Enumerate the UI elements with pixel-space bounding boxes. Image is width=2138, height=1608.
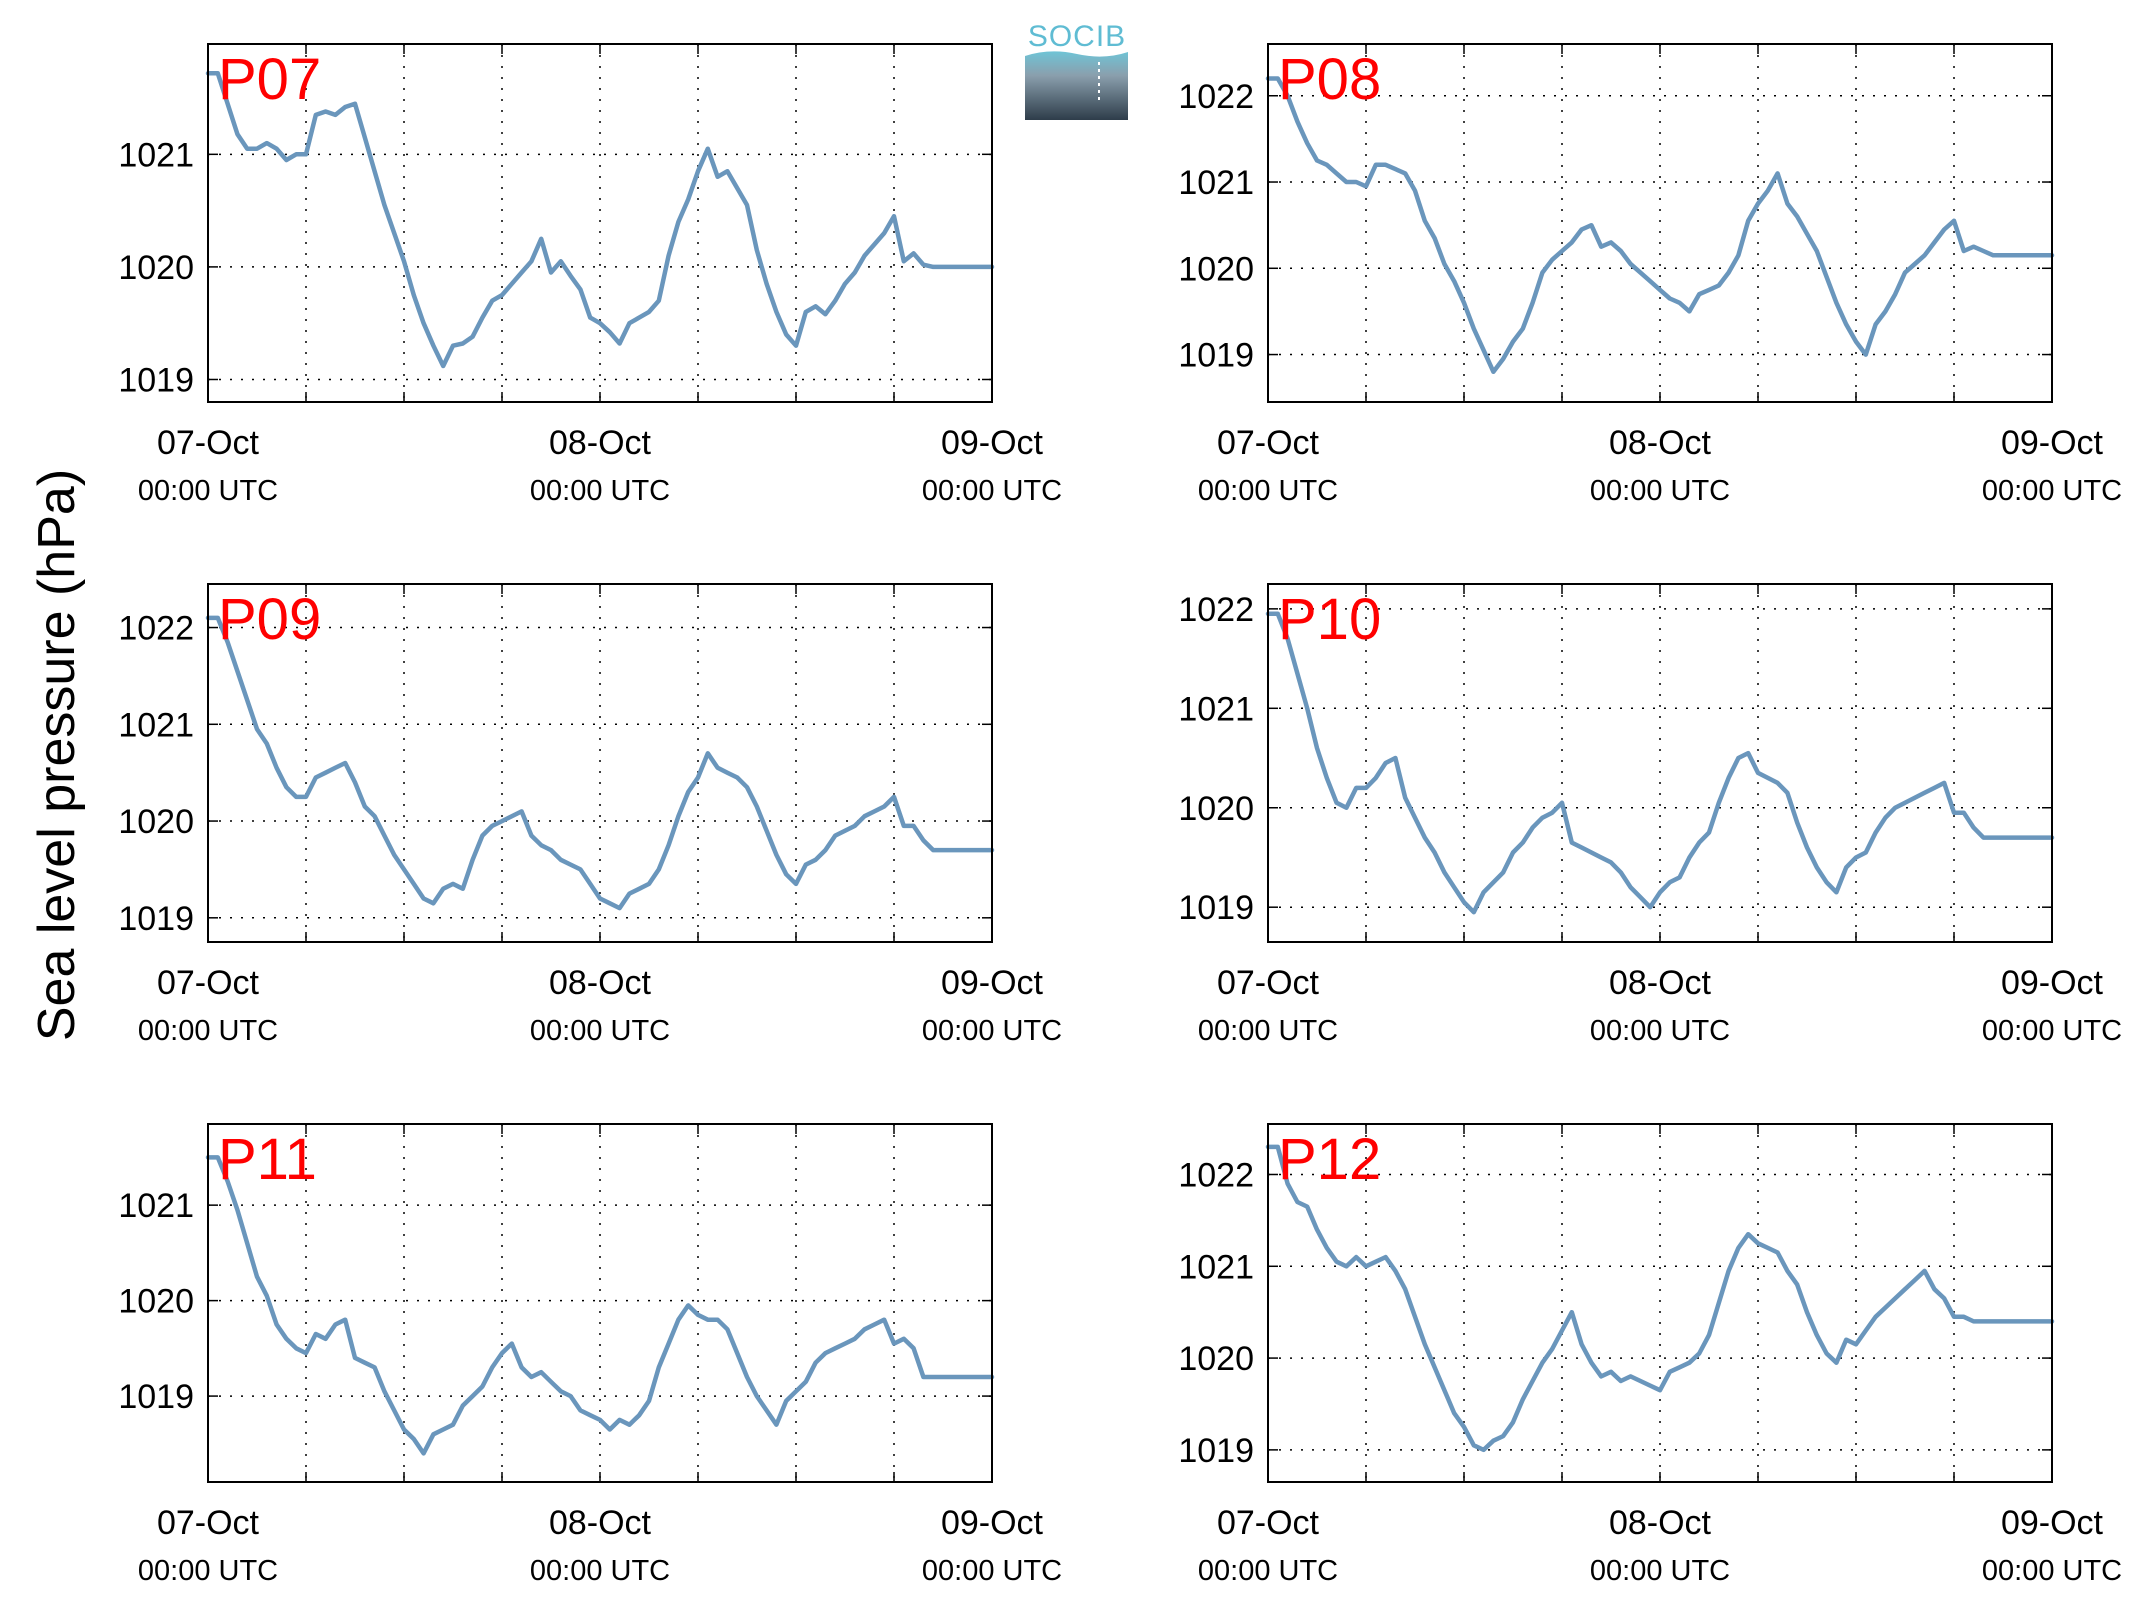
x-tick-label-time: 00:00 UTC <box>1982 475 2122 507</box>
x-tick-label-date: 09-Oct <box>941 424 1044 462</box>
plot-frame <box>207 583 993 943</box>
plot-frame <box>207 43 993 403</box>
y-tick-label: 1021 <box>1178 1248 1254 1286</box>
series-line-P12 <box>1265 1144 2055 1453</box>
y-tick-label: 1019 <box>1178 889 1254 927</box>
panel-label: P07 <box>218 47 321 112</box>
x-tick-label-time: 00:00 UTC <box>1982 1015 2122 1047</box>
x-tick-label-time: 00:00 UTC <box>530 1555 670 1587</box>
plot-frame <box>1267 1123 2053 1483</box>
y-tick-label: 1022 <box>118 610 194 648</box>
y-tick-label: 1021 <box>1178 690 1254 728</box>
y-tick-label: 1020 <box>1178 250 1254 288</box>
y-tick-label: 1020 <box>118 249 194 287</box>
x-tick-label-time: 00:00 UTC <box>138 1555 278 1587</box>
x-tick-label-time: 00:00 UTC <box>1590 1555 1730 1587</box>
x-tick-label-time: 00:00 UTC <box>1198 1015 1338 1047</box>
x-tick-label-date: 09-Oct <box>941 964 1044 1002</box>
y-tick-label: 1019 <box>1178 337 1254 375</box>
x-tick-label-date: 08-Oct <box>1609 1504 1712 1542</box>
x-tick-label-time: 00:00 UTC <box>530 475 670 507</box>
panel-label: P09 <box>218 587 321 652</box>
y-tick-label: 1021 <box>118 1187 194 1225</box>
y-tick-label: 1019 <box>1178 1432 1254 1470</box>
x-tick-label-time: 00:00 UTC <box>1590 475 1730 507</box>
panel-label: P11 <box>218 1127 317 1192</box>
socib-logo: SOCIB <box>1025 20 1128 120</box>
x-tick-label-date: 08-Oct <box>549 424 652 462</box>
panel-P09: 1019 1020 1021 1022 07-Oct 00:00 UTC 08-Oct 00:… <box>118 583 1062 1047</box>
y-tick-label: 1020 <box>118 803 194 841</box>
series-line-P08 <box>1265 76 2055 375</box>
x-tick-label-time: 00:00 UTC <box>1590 1015 1730 1047</box>
x-tick-label-date: 07-Oct <box>157 964 260 1002</box>
x-tick-label-time: 00:00 UTC <box>138 475 278 507</box>
x-tick-label-time: 00:00 UTC <box>922 475 1062 507</box>
y-tick-label: 1019 <box>118 900 194 938</box>
y-tick-label: 1020 <box>1178 1340 1254 1378</box>
y-tick-label: 1019 <box>118 361 194 399</box>
y-tick-label: 1020 <box>118 1283 194 1321</box>
y-tick-label: 1021 <box>118 136 194 174</box>
panel-label: P10 <box>1278 587 1381 652</box>
panels: 1019 1020 1021 07-Oct 00:00 UTC 08-Oct 00:00 U… <box>118 43 2122 1587</box>
panel-P12: 1019 1020 1021 1022 07-Oct 00:00 UTC 08-Oct 00:… <box>1178 1123 2122 1587</box>
x-tick-label-date: 07-Oct <box>1217 1504 1320 1542</box>
series-line-P10 <box>1265 611 2055 915</box>
x-tick-label-date: 07-Oct <box>157 1504 260 1542</box>
panel-P10: 1019 1020 1021 1022 07-Oct 00:00 UTC 08-Oct 00:… <box>1178 583 2122 1047</box>
x-tick-label-time: 00:00 UTC <box>1982 1555 2122 1587</box>
y-tick-label: 1022 <box>1178 78 1254 116</box>
x-tick-label-time: 00:00 UTC <box>922 1555 1062 1587</box>
x-tick-label-date: 09-Oct <box>2001 424 2104 462</box>
x-tick-label-date: 07-Oct <box>1217 424 1320 462</box>
y-tick-label: 1022 <box>1178 1156 1254 1194</box>
series-line-P09 <box>205 615 995 911</box>
x-tick-label-time: 00:00 UTC <box>1198 475 1338 507</box>
panel-label: P12 <box>1278 1127 1381 1192</box>
y-axis-label: Sea level pressure (hPa) <box>28 469 86 1041</box>
y-tick-label: 1022 <box>1178 591 1254 629</box>
x-tick-label-date: 08-Oct <box>1609 964 1712 1002</box>
x-tick-label-time: 00:00 UTC <box>138 1015 278 1047</box>
plot-frame <box>1267 43 2053 403</box>
series-line-P11 <box>205 1155 995 1456</box>
x-tick-label-date: 08-Oct <box>1609 424 1712 462</box>
panel-label: P08 <box>1278 47 1381 112</box>
x-tick-label-date: 08-Oct <box>549 1504 652 1542</box>
plot-frame <box>207 1123 993 1483</box>
x-tick-label-date: 09-Oct <box>2001 1504 2104 1542</box>
x-tick-label-date: 09-Oct <box>941 1504 1044 1542</box>
x-tick-label-date: 09-Oct <box>2001 964 2104 1002</box>
x-tick-label-time: 00:00 UTC <box>530 1015 670 1047</box>
panel-P08: 1019 1020 1021 1022 07-Oct 00:00 UTC 08-Oct 00:… <box>1178 43 2122 507</box>
x-tick-label-date: 07-Oct <box>157 424 260 462</box>
plot-frame <box>1267 583 2053 943</box>
x-tick-label-time: 00:00 UTC <box>1198 1555 1338 1587</box>
socib-logo-text: SOCIB <box>1028 20 1126 53</box>
x-tick-label-date: 08-Oct <box>549 964 652 1002</box>
y-tick-label: 1021 <box>1178 164 1254 202</box>
panel-P07: 1019 1020 1021 07-Oct 00:00 UTC 08-Oct 00:00 U… <box>118 43 1062 507</box>
y-tick-label: 1021 <box>118 706 194 744</box>
x-tick-label-date: 07-Oct <box>1217 964 1320 1002</box>
y-tick-label: 1019 <box>118 1378 194 1416</box>
panel-P11: 1019 1020 1021 07-Oct 00:00 UTC 08-Oct 00:00 U… <box>118 1123 1062 1587</box>
x-tick-label-time: 00:00 UTC <box>922 1015 1062 1047</box>
series-line-P07 <box>205 71 995 369</box>
y-tick-label: 1020 <box>1178 790 1254 828</box>
socib-logo-mark <box>1025 51 1128 120</box>
